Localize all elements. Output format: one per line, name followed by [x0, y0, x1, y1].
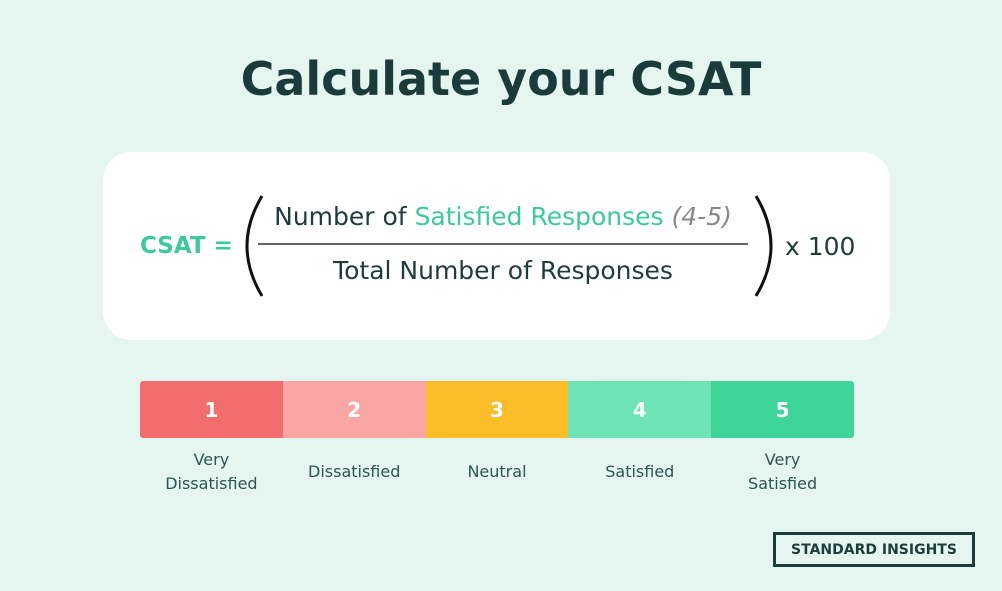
scale-number: 2 [282, 381, 426, 438]
scale-label: Very Dissatisfied [140, 448, 283, 496]
denominator: Total Number of Responses [333, 256, 673, 285]
scale-label: Satisfied [568, 448, 711, 496]
scale-label: Neutral [426, 448, 569, 496]
scale-number: 4 [568, 381, 712, 438]
right-paren [754, 195, 773, 297]
numerator-range: (4-5) [671, 202, 732, 231]
scale-number: 3 [425, 381, 569, 438]
scale-label-line: Neutral [467, 462, 527, 481]
numerator-highlight: Satisfied Responses [414, 202, 664, 231]
scale-label-line: Very [193, 450, 230, 469]
scale-label: Dissatisfied [283, 448, 426, 496]
scale-bar: 1 2 3 4 5 [140, 381, 854, 438]
left-paren [245, 195, 264, 297]
scale-label-line: Dissatisfied [165, 474, 258, 493]
scale-number: 5 [711, 381, 854, 438]
scale-label-line: Very [764, 450, 801, 469]
scale-label: Very Satisfied [711, 448, 854, 496]
logo: STANDARD INSIGHTS [773, 532, 975, 567]
formula-lhs: CSAT = [140, 233, 233, 259]
formula-card [103, 152, 890, 340]
title: Calculate your CSAT [240, 52, 762, 106]
scale-labels: Very Dissatisfied Dissatisfied Neutral Satis… [140, 448, 854, 496]
multiplier: x 100 [785, 232, 856, 261]
numerator-prefix: Number of [274, 202, 415, 231]
scale-label-line: Satisfied [748, 474, 818, 493]
scale-label-line: Satisfied [605, 462, 675, 481]
scale-label-line: Dissatisfied [308, 462, 401, 481]
scale-number: 1 [140, 381, 283, 438]
numerator: Number of Satisfied Responses (4-5) [258, 202, 748, 231]
